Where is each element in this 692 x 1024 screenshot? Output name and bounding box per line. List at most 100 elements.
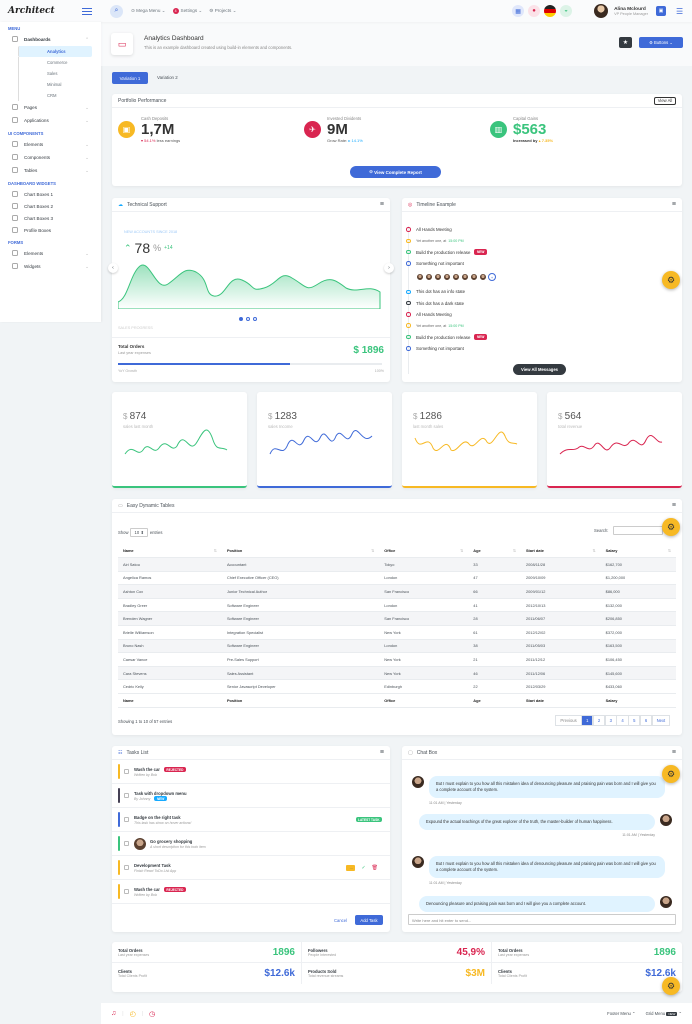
- menu-icon[interactable]: ≡: [379, 201, 384, 208]
- table-row[interactable]: Angelica Ramos Chief Executive Officer (C…: [118, 571, 676, 586]
- avatar[interactable]: [443, 273, 451, 282]
- column-header[interactable]: Start date ⇅: [520, 544, 601, 559]
- flag-icon[interactable]: [544, 5, 557, 17]
- timer-icon[interactable]: ◷: [148, 1010, 156, 1018]
- page-link[interactable]: Previous: [555, 715, 582, 726]
- sidebar-sub-sales[interactable]: Sales: [18, 68, 101, 79]
- menu-icon[interactable]: ≡: [379, 749, 384, 756]
- chevron-left-icon[interactable]: ‹: [108, 263, 118, 273]
- add-task-button[interactable]: Add Task: [355, 915, 383, 925]
- more-icon[interactable]: ⋯: [346, 864, 356, 871]
- table-row[interactable]: Cedric Kelly Senior Javascript Developer E…: [118, 679, 676, 695]
- activity-icon[interactable]: ◒: [560, 5, 573, 17]
- cancel-button[interactable]: Cancel: [334, 918, 348, 923]
- sidebar-sub-commerce[interactable]: Commerce: [18, 57, 101, 68]
- table-row[interactable]: Brenden Wagner Software Engineer San Franc…: [118, 611, 676, 627]
- sidebar-item-elements[interactable]: Elements ⌄: [0, 138, 101, 151]
- task-checkbox[interactable]: [124, 769, 129, 774]
- table-row[interactable]: Ashton Cox Junior Technical Author San Fra…: [118, 584, 676, 599]
- menu-icon[interactable]: ≡: [671, 749, 676, 756]
- grid-icon[interactable]: ▦: [512, 5, 525, 17]
- page-link[interactable]: Next: [651, 715, 671, 726]
- bell-icon[interactable]: ●: [528, 5, 541, 17]
- projects-link[interactable]: ⚙ Projects ⌄: [209, 8, 237, 13]
- tab-variation-1[interactable]: Variation 1: [112, 72, 148, 84]
- page-link[interactable]: 5: [628, 715, 641, 726]
- sidebar-item-chart-boxes-1[interactable]: Chart Boxes 1: [0, 188, 101, 200]
- table-row[interactable]: Airi Satou Accountant Tokyo 33 2008/11/28 $16…: [118, 557, 676, 572]
- avatar[interactable]: [461, 273, 469, 282]
- sidebar-item-components[interactable]: Components ⌄: [0, 151, 101, 164]
- table-row[interactable]: Bradley Greer Software Engineer London 41 20…: [118, 598, 676, 613]
- user-avatar[interactable]: [594, 4, 609, 18]
- task-checkbox[interactable]: [124, 889, 129, 894]
- table-row[interactable]: Bruno Nash Software Engineer London 38 2011/…: [118, 639, 676, 654]
- sidebar-sub-minimal[interactable]: Minimal: [18, 79, 101, 90]
- sidebar-sub-crm[interactable]: CRM: [18, 90, 101, 101]
- column-header[interactable]: Salary ⇅: [600, 544, 676, 559]
- calendar-icon[interactable]: ▣: [656, 6, 666, 16]
- avatar[interactable]: [452, 273, 460, 282]
- avatar[interactable]: [479, 273, 487, 282]
- page-link[interactable]: 6: [639, 715, 653, 726]
- sidebar-item-applications[interactable]: Applications ⌄: [0, 114, 101, 127]
- table-row[interactable]: Caesar Vance Pre-Sales Support New York 21 2…: [118, 652, 676, 667]
- sidebar-sub-analytics[interactable]: Analytics: [18, 46, 92, 57]
- entries-select[interactable]: 10 ⬍: [130, 528, 148, 537]
- chevron-right-icon[interactable]: ›: [384, 263, 394, 273]
- page-link[interactable]: 4: [616, 715, 629, 726]
- search-icon[interactable]: ⌕: [110, 4, 123, 18]
- page-link[interactable]: 1: [581, 715, 594, 726]
- sidebar-item-chart-boxes-2[interactable]: Chart Boxes 2: [0, 200, 101, 212]
- bell-icon[interactable]: ♫: [111, 1010, 117, 1017]
- view-all-button[interactable]: View All: [654, 96, 676, 105]
- sidebar-item-dashboards[interactable]: Dashboards ⌃: [0, 33, 101, 46]
- mega-menu-link[interactable]: ⊙ Mega Menu ⌄: [131, 8, 166, 13]
- task-checkbox[interactable]: [124, 793, 129, 798]
- check-icon[interactable]: ✓: [361, 864, 366, 871]
- gear-icon[interactable]: ⚙: [662, 518, 680, 536]
- task-checkbox[interactable]: [124, 865, 129, 870]
- page-link[interactable]: 3: [604, 715, 617, 726]
- sidebar-item-form-widgets[interactable]: Widgets ⌄: [0, 260, 101, 273]
- table-search-input[interactable]: [613, 526, 663, 535]
- page-link[interactable]: 2: [592, 715, 606, 726]
- avatar[interactable]: [434, 273, 442, 282]
- avatar[interactable]: [470, 273, 478, 282]
- tab-variation-2[interactable]: Variation 2: [157, 75, 178, 80]
- sidebar-item-form-elements[interactable]: Elements ⌄: [0, 247, 101, 260]
- column-header[interactable]: Office ⇅: [379, 544, 469, 559]
- avatar[interactable]: [416, 273, 424, 282]
- carousel-dots[interactable]: [239, 317, 257, 321]
- gear-icon[interactable]: ⚙: [662, 977, 680, 995]
- sidebar-item-chart-boxes-3[interactable]: Chart Boxes 3: [0, 212, 101, 224]
- menu-icon[interactable]: ☰: [676, 6, 684, 16]
- buttons-dropdown[interactable]: ⚙ Buttons ⌄: [639, 37, 683, 48]
- menu-icon[interactable]: ≡: [671, 502, 676, 509]
- sidebar-item-pages[interactable]: Pages ⌄: [0, 101, 101, 114]
- task-checkbox[interactable]: [124, 817, 129, 822]
- avatar[interactable]: [425, 273, 433, 282]
- sidebar-item-tables[interactable]: Tables ⌄: [0, 164, 101, 177]
- chat-input[interactable]: Write here and hit enter to send...: [408, 914, 676, 925]
- task-checkbox[interactable]: [124, 841, 129, 846]
- trash-icon[interactable]: 🗑: [371, 864, 378, 871]
- column-header[interactable]: Age ⇅: [468, 544, 521, 559]
- table-row[interactable]: Brielle Williamson Integration Specialist…: [118, 625, 676, 640]
- gear-icon[interactable]: ⚙: [662, 765, 680, 783]
- grid-menu[interactable]: Grid Menu NEW ⌃: [645, 1011, 682, 1016]
- add-avatar-icon[interactable]: +: [488, 273, 496, 282]
- column-header[interactable]: Name ⇅: [118, 544, 222, 559]
- view-complete-report-button[interactable]: ⊙ View Complete Report: [350, 166, 441, 178]
- column-header[interactable]: Position ⇅: [221, 544, 380, 559]
- hamburger-icon[interactable]: [82, 7, 92, 15]
- settings-link[interactable]: 4 Settings ⌄: [172, 8, 202, 14]
- compass-icon[interactable]: ◴: [129, 1010, 136, 1018]
- sidebar-item-profile-boxes[interactable]: Profile Boxes: [0, 224, 101, 236]
- star-button[interactable]: ★: [619, 37, 632, 48]
- menu-icon[interactable]: ≡: [671, 201, 676, 208]
- table-row[interactable]: Cara Stevens Sales Assistant New York 46 201…: [118, 666, 676, 681]
- view-all-messages-button[interactable]: View All Messages: [513, 364, 566, 375]
- footer-menu[interactable]: Footer Menu ⌃: [607, 1011, 636, 1016]
- gear-icon[interactable]: ⚙: [662, 271, 680, 289]
